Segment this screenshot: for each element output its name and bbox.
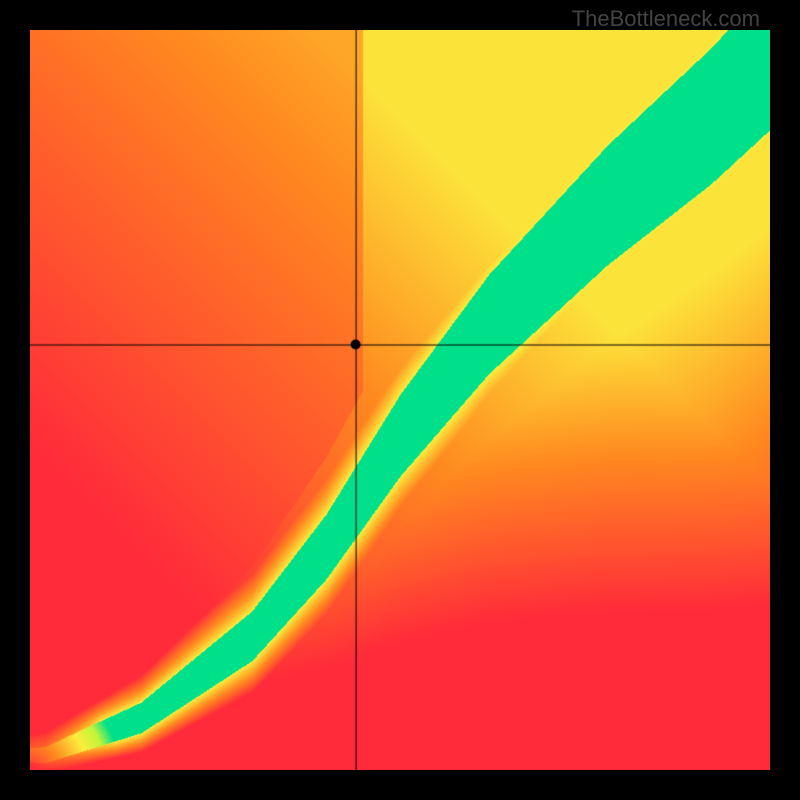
heatmap-plot [30,30,770,770]
heatmap-canvas [30,30,770,770]
watermark: TheBottleneck.com [572,6,760,32]
